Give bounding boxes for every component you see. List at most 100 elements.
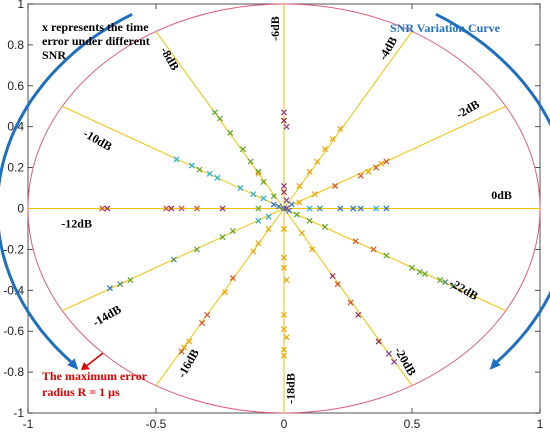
error-marker (168, 205, 175, 212)
error-marker (229, 275, 236, 282)
snr-ray-label: -22dB (447, 275, 481, 302)
snr-ray-label: -8dB (158, 44, 182, 72)
error-marker (283, 123, 290, 130)
snr-arrowhead-right (489, 358, 501, 370)
snr-ray-label: -20dB (392, 344, 419, 378)
error-marker (391, 358, 398, 365)
error-marker (296, 199, 303, 206)
error-marker (370, 246, 377, 253)
y-tick-label: -0.2 (3, 242, 24, 256)
max-error-label-2: radius R = 1 μs (42, 385, 120, 399)
error-marker (275, 203, 282, 210)
x-tick-label: -0.5 (146, 417, 167, 431)
error-marker (280, 264, 288, 271)
error-marker (178, 348, 185, 355)
snr-ray-label: -18dB (283, 373, 297, 404)
note-line-3: SNR (42, 48, 66, 62)
error-marker (186, 338, 193, 345)
error-marker (270, 193, 277, 200)
error-marker (329, 272, 336, 280)
snr-ray-label: -6dB (268, 16, 282, 41)
error-marker (280, 189, 288, 196)
error-marker (106, 285, 113, 292)
error-marker (375, 338, 382, 345)
error-marker (173, 156, 180, 163)
error-marker (314, 158, 321, 165)
error-marker (250, 248, 257, 255)
y-tick-label: -1 (13, 406, 24, 420)
y-tick-label: 0 (17, 202, 24, 216)
error-marker (280, 109, 288, 116)
snr-ray-label: -12dB (61, 217, 92, 231)
snr-ray (283, 31, 413, 209)
snr-arrow-left (0, 12, 133, 363)
error-marker (355, 311, 362, 318)
error-marker (437, 277, 444, 284)
error-marker (163, 205, 170, 212)
y-tick-label: -0.6 (3, 324, 24, 338)
error-marker (178, 205, 185, 212)
error-marker (255, 240, 262, 247)
snr-ray-label: -4dB (376, 34, 400, 62)
error-marker (240, 146, 247, 153)
error-marker (280, 182, 288, 190)
error-marker (332, 182, 339, 190)
error-marker (352, 238, 359, 245)
error-marker (449, 283, 456, 290)
error-marker (280, 117, 288, 124)
error-marker (306, 217, 313, 224)
error-marker (196, 166, 203, 173)
error-marker (193, 205, 200, 212)
error-marker (280, 352, 288, 359)
error-marker (350, 205, 357, 212)
x-tick-label: 0 (281, 417, 288, 431)
error-marker (206, 170, 213, 177)
error-marker (181, 344, 188, 351)
error-marker (280, 311, 288, 318)
snr-curve-label: SNR Variation Curve (390, 21, 501, 35)
error-marker (378, 160, 385, 167)
error-marker (265, 225, 272, 232)
snr-ray (155, 208, 285, 386)
error-marker (337, 125, 344, 132)
error-marker (296, 182, 303, 190)
max-error-label-1: The maximum error (42, 369, 148, 383)
error-marker (283, 277, 290, 284)
error-marker (373, 164, 380, 171)
error-marker (283, 334, 290, 341)
error-marker (237, 185, 244, 192)
snr-variation-arrows (0, 12, 550, 371)
error-marker (222, 289, 229, 296)
error-markers (99, 109, 456, 365)
error-marker (280, 346, 288, 353)
error-marker (365, 168, 372, 175)
error-marker (211, 109, 218, 116)
error-marker (204, 311, 211, 318)
error-marker (270, 201, 277, 208)
snr-ray (283, 105, 506, 209)
snr-ray-label: 0dB (491, 188, 512, 202)
error-marker (347, 299, 354, 306)
error-marker (321, 146, 328, 153)
x-tick-label: 0.5 (404, 417, 421, 431)
error-marker (255, 205, 262, 212)
error-marker (104, 205, 111, 212)
error-marker (337, 205, 344, 212)
error-marker (219, 234, 226, 241)
snr-ray (155, 31, 285, 209)
error-marker (250, 191, 257, 198)
error-marker (316, 205, 323, 212)
error-marker (385, 350, 392, 357)
error-marker (227, 129, 234, 136)
error-marker (280, 225, 288, 232)
y-tick-label: 0.2 (7, 161, 24, 175)
error-marker (283, 205, 290, 212)
y-tick-label: 0.6 (7, 79, 24, 93)
error-marker (229, 227, 236, 235)
error-marker (199, 319, 206, 327)
error-marker (188, 162, 195, 169)
snr-ray-label: -10dB (81, 126, 115, 153)
max-error-arrowhead (80, 362, 90, 371)
snr-ray-label: -14dB (90, 302, 124, 329)
